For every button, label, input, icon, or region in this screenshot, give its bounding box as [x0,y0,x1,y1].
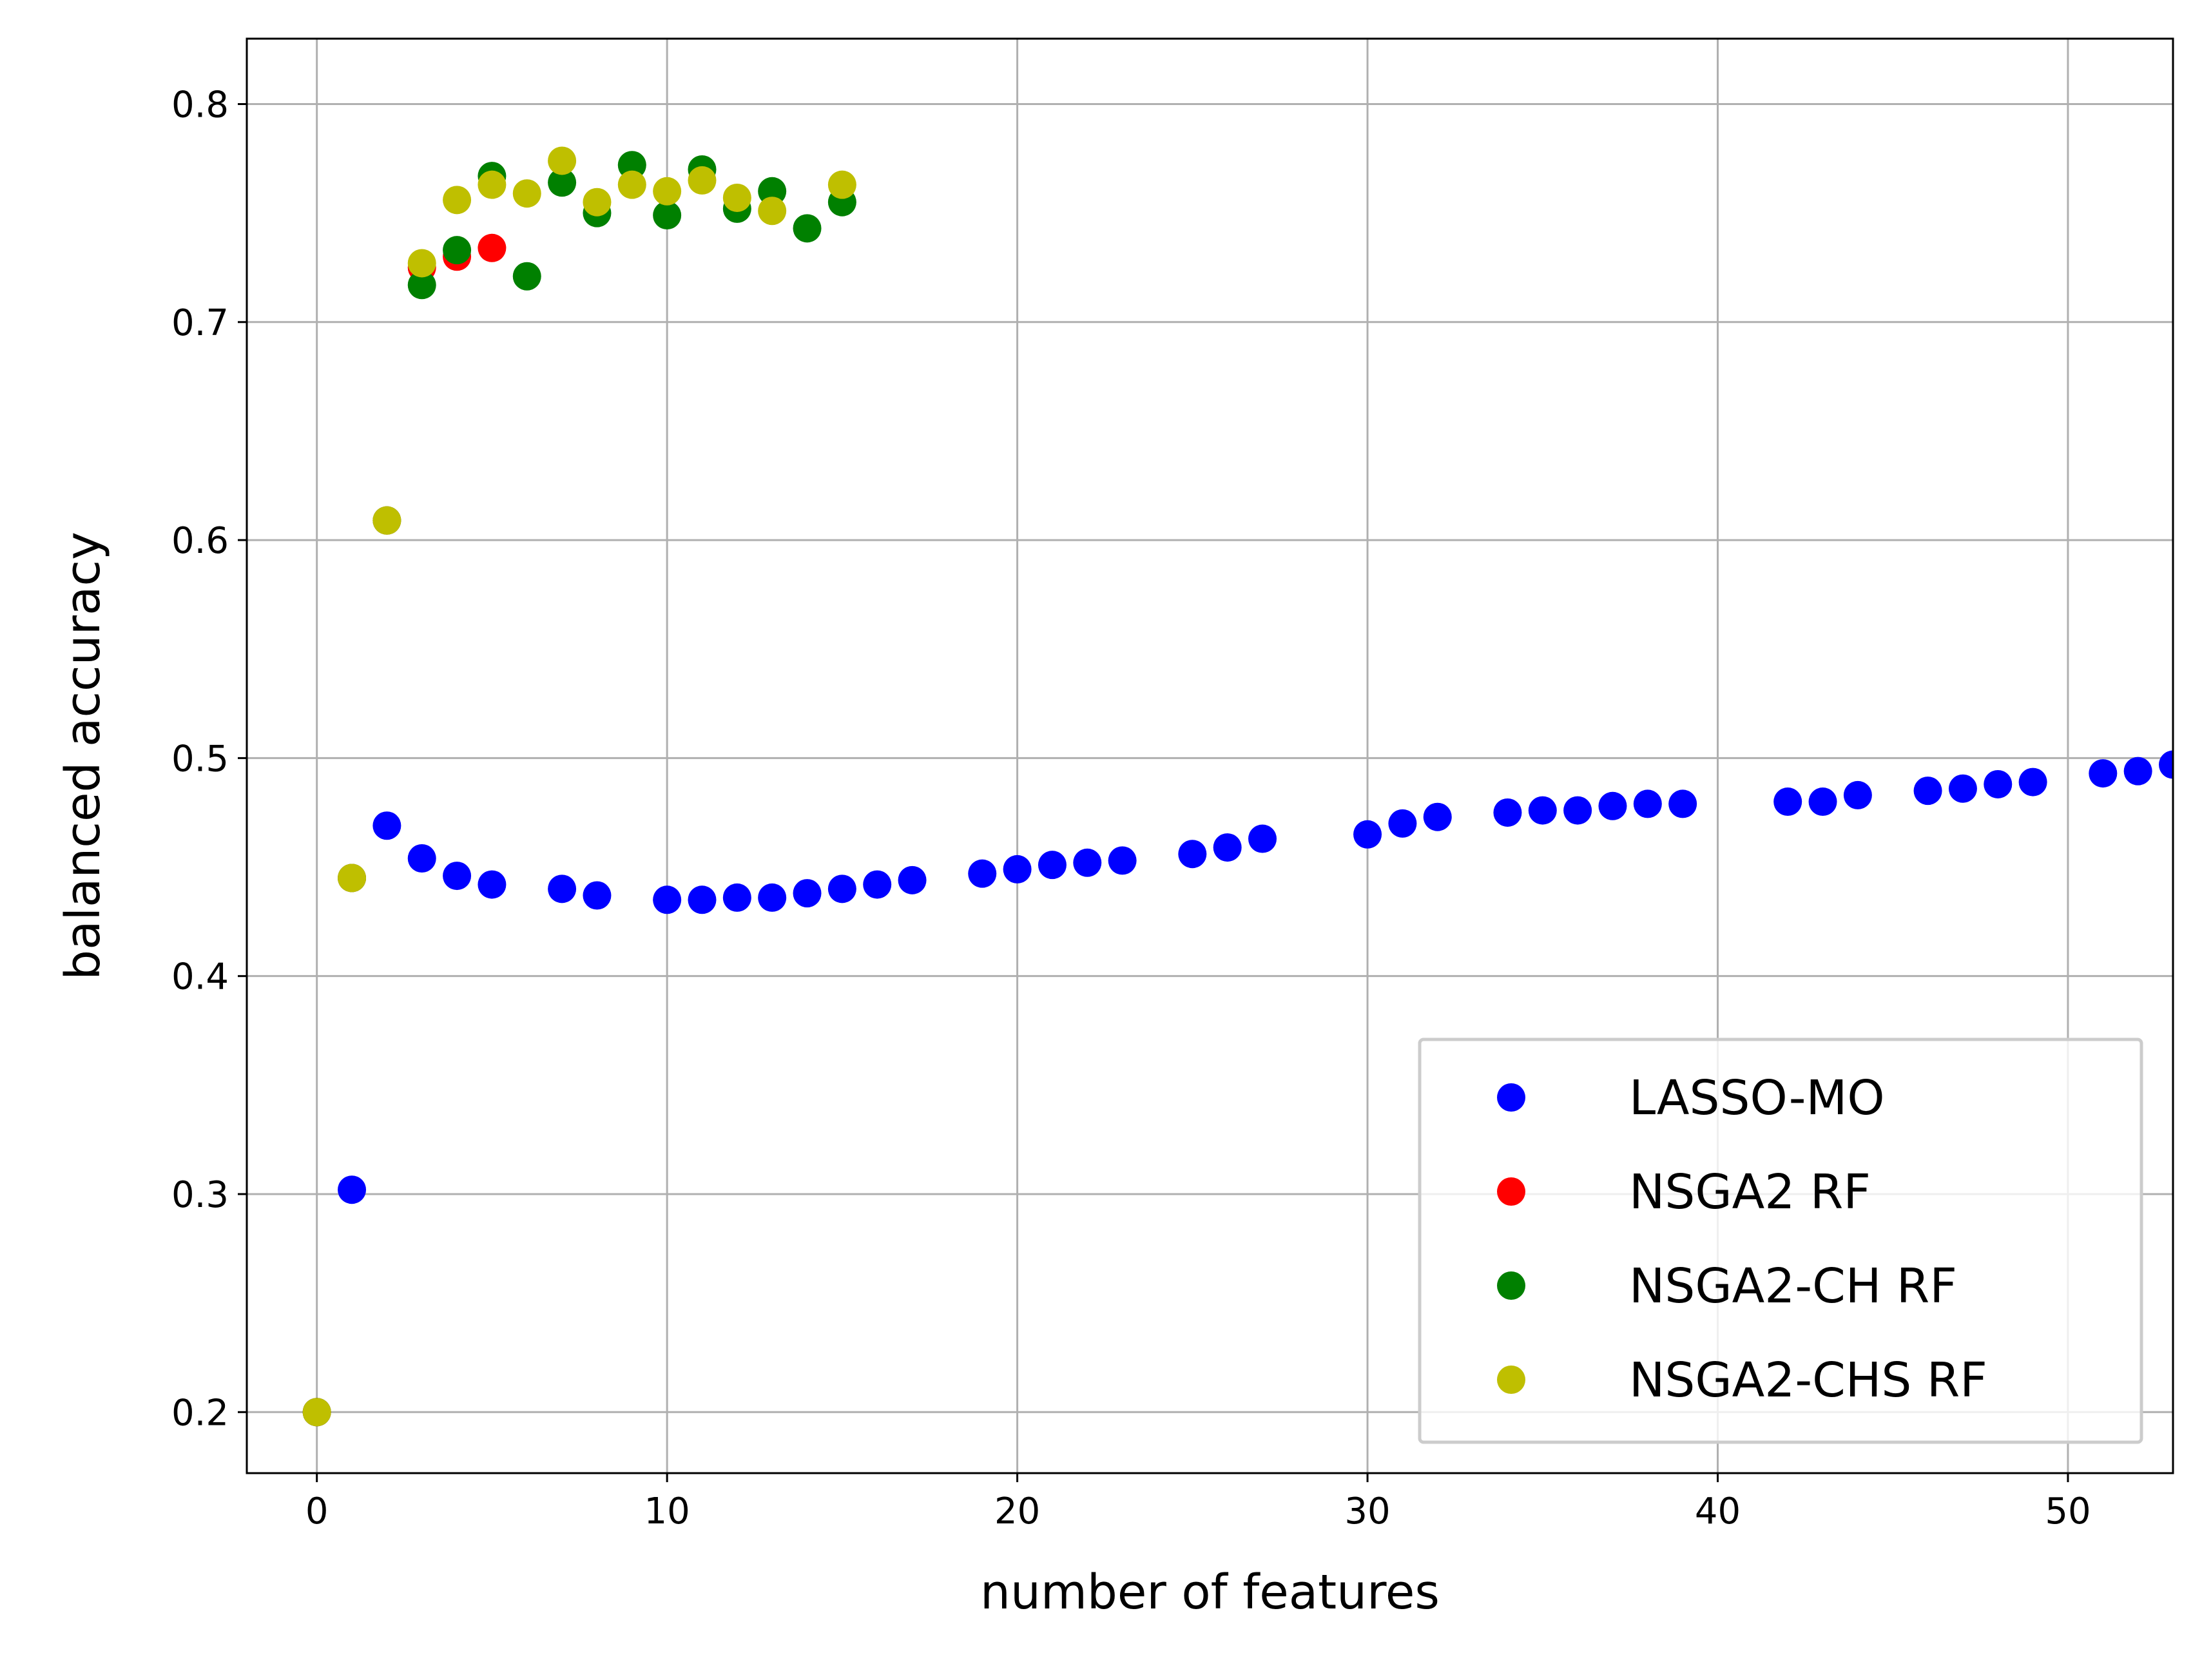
data-point [898,865,927,894]
data-point [338,864,367,893]
data-point [478,233,507,262]
data-point [793,214,822,243]
legend-label: NSGA2 RF [1629,1164,1871,1220]
data-point [1493,798,1522,827]
y-tick-label: 0.8 [171,84,229,126]
data-point [2018,768,2047,797]
data-point [407,844,436,873]
data-point [548,146,577,175]
data-point [1108,846,1137,875]
data-point [1808,787,1837,816]
data-point [827,170,856,199]
series-nsga2-chs-rf [302,146,856,1427]
legend-marker [1497,1366,1525,1394]
data-point [1003,854,1032,883]
data-point [548,168,577,197]
data-point [1388,809,1417,838]
data-point [653,201,682,230]
y-tick-label: 0.5 [171,738,229,780]
data-point [1633,789,1662,818]
data-point [653,885,682,914]
data-point [1528,796,1557,825]
y-tick-label: 0.3 [171,1174,229,1216]
data-point [1668,789,1697,818]
data-point [2089,759,2118,788]
data-point [758,177,787,206]
data-point [617,170,646,199]
legend-marker [1497,1177,1525,1206]
data-point [653,177,682,206]
data-point [1178,840,1207,869]
data-point [1563,796,1592,825]
data-point [758,883,787,912]
data-point [1773,787,1802,816]
legend: LASSO-MO NSGA2 RF NSGA2-CH RF NSGA2-CHS RF [1418,1038,2143,1444]
data-point [583,188,612,217]
grid-lines [247,39,2173,1473]
y-tick-label: 0.4 [171,956,229,998]
data-points [302,146,2173,1427]
y-tick-label: 0.2 [171,1392,229,1434]
data-point [1948,774,1977,803]
data-point [2123,757,2152,786]
legend-label: NSGA2-CH RF [1629,1259,1957,1314]
legend-marker [1497,1083,1525,1112]
data-point [407,271,436,300]
data-point [1073,848,1102,877]
data-point [722,183,751,212]
data-point [827,874,856,903]
data-point [302,1398,331,1427]
data-point [478,870,507,899]
legend-marker [1497,1271,1525,1300]
data-point [1353,820,1382,849]
data-point [443,236,472,265]
x-tick-label: 10 [644,1491,690,1532]
data-point [443,186,472,215]
axis-ticks: 0 10 20 30 40 50 0.2 0.3 0.4 0.5 0.6 0.7 0.8 [171,84,2091,1532]
data-point [1598,791,1627,820]
data-point [548,874,577,903]
data-point [1423,802,1452,831]
data-point [1984,769,2013,798]
legend-label: LASSO-MO [1629,1070,1885,1126]
data-point [617,151,646,180]
x-tick-label: 20 [994,1491,1040,1532]
data-point [512,262,541,291]
data-point [1913,777,1942,806]
y-tick-label: 0.6 [171,520,229,562]
data-point [407,249,436,278]
x-tick-label: 50 [2045,1491,2091,1532]
y-tick-label: 0.7 [171,302,229,344]
data-point [443,862,472,891]
data-point [338,1175,367,1204]
data-point [793,879,822,908]
x-tick-label: 0 [305,1491,329,1532]
y-axis-label: balanced accuracy [55,532,111,980]
x-axis-label: number of features [980,1565,1440,1620]
data-point [478,170,507,199]
data-point [863,870,892,899]
data-point [688,885,717,914]
data-point [512,179,541,208]
data-point [968,859,997,888]
data-point [688,166,717,195]
x-tick-label: 30 [1344,1491,1390,1532]
legend-box [1418,1038,2143,1444]
data-point [1038,851,1067,880]
data-point [2159,750,2173,779]
x-tick-label: 40 [1695,1491,1741,1532]
data-point [1843,780,1872,809]
data-point [372,506,401,535]
data-point [722,883,751,912]
data-point [758,197,787,226]
data-point [1248,824,1277,853]
legend-label: NSGA2-CHS RF [1629,1353,1987,1408]
data-point [372,811,401,840]
data-point [1213,833,1242,862]
plot-frame [246,37,2174,1474]
data-point [583,881,612,910]
series-lasso-mo [302,750,2173,1427]
